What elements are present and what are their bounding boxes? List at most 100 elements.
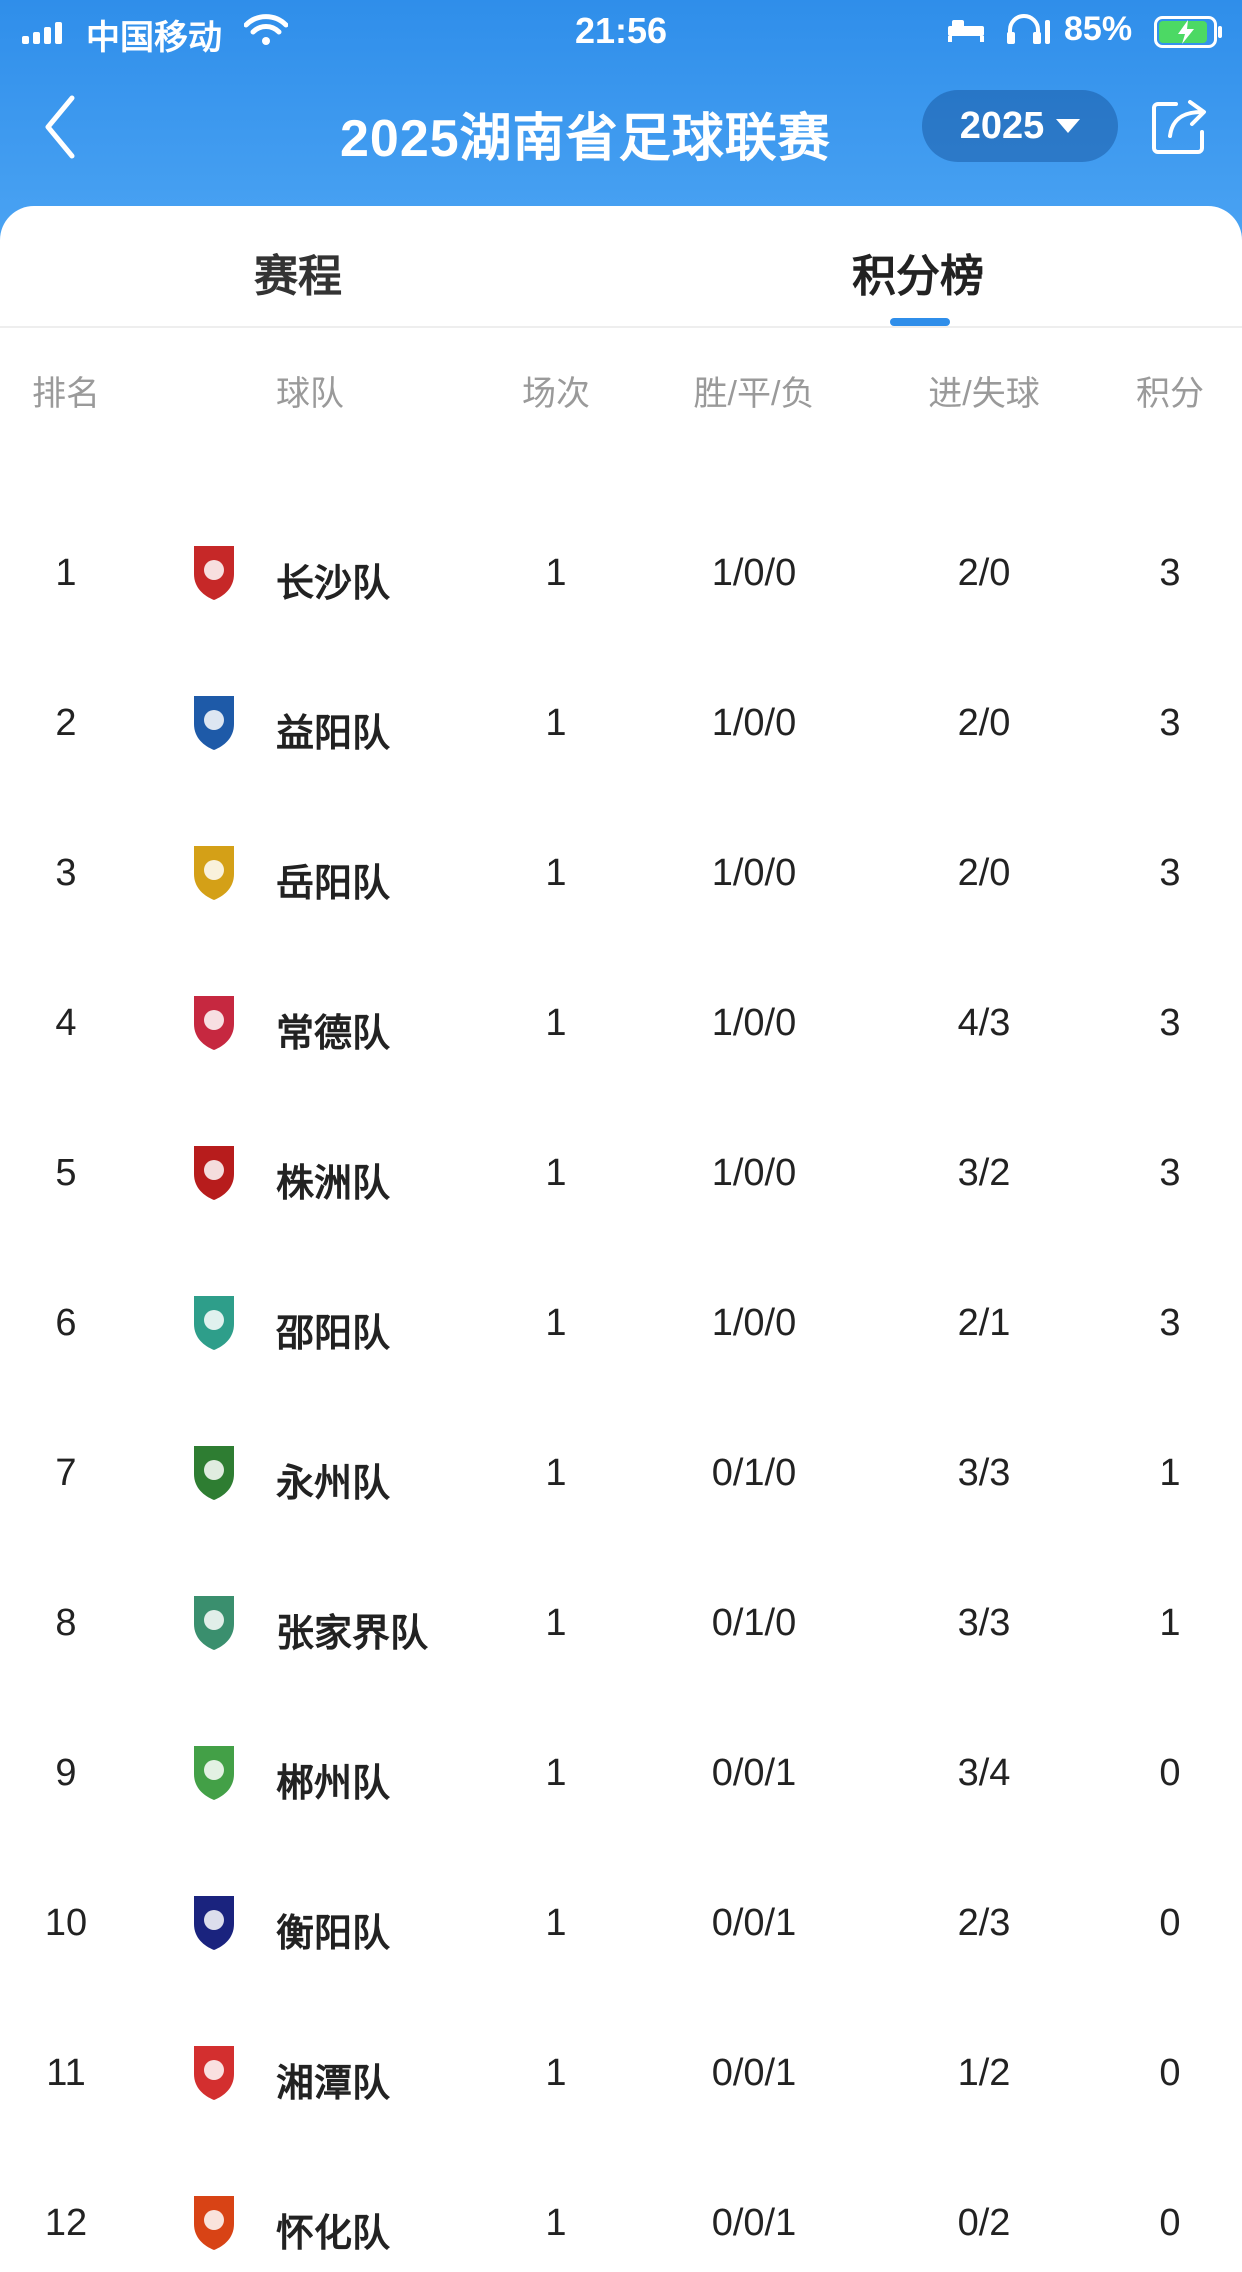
points-cell: 3 bbox=[1159, 1152, 1181, 1194]
played-cell: 1 bbox=[545, 1902, 567, 1944]
table-row[interactable]: 1 长沙队 1 1/0/0 2/0 3 bbox=[0, 522, 1242, 622]
rank-cell: 7 bbox=[55, 1452, 77, 1494]
caret-down-icon bbox=[1056, 119, 1081, 133]
goals-cell: 2/0 bbox=[957, 552, 1011, 594]
carrier-label: 中国移动 bbox=[86, 19, 222, 57]
table-row[interactable]: 3 岳阳队 1 1/0/0 2/0 3 bbox=[0, 822, 1242, 922]
team-name: 益阳队 bbox=[276, 713, 391, 755]
played-cell: 1 bbox=[545, 1602, 567, 1644]
header-goals: 进/失球 bbox=[928, 375, 1040, 413]
goals-cell: 1/2 bbox=[957, 2052, 1011, 2094]
played-cell: 1 bbox=[545, 2202, 567, 2244]
table-row[interactable]: 5 株洲队 1 1/0/0 3/2 3 bbox=[0, 1122, 1242, 1222]
header-rank: 排名 bbox=[32, 375, 100, 413]
wdl-cell: 0/1/0 bbox=[711, 1602, 797, 1644]
team-logo-icon bbox=[194, 1896, 234, 1950]
wdl-cell: 0/0/1 bbox=[711, 2052, 797, 2094]
team-logo-icon bbox=[194, 696, 234, 750]
headphone-icon bbox=[1007, 14, 1050, 44]
rank-cell: 8 bbox=[55, 1602, 77, 1644]
rank-cell: 10 bbox=[44, 1902, 88, 1944]
rank-cell: 9 bbox=[55, 1752, 77, 1794]
share-icon[interactable] bbox=[1150, 98, 1208, 156]
wdl-cell: 1/0/0 bbox=[711, 1302, 797, 1344]
wdl-cell: 1/0/0 bbox=[711, 552, 797, 594]
team-name: 常德队 bbox=[276, 1013, 391, 1055]
points-cell: 0 bbox=[1159, 2052, 1181, 2094]
goals-cell: 0/2 bbox=[957, 2202, 1011, 2244]
points-cell: 1 bbox=[1159, 1602, 1181, 1644]
rank-cell: 6 bbox=[55, 1302, 77, 1344]
team-name: 株洲队 bbox=[276, 1163, 391, 1205]
team-logo-icon bbox=[194, 1146, 234, 1200]
points-cell: 3 bbox=[1159, 852, 1181, 894]
team-logo-icon bbox=[194, 2046, 234, 2100]
battery-percentage: 85% bbox=[1064, 10, 1133, 48]
tab-schedule[interactable]: 赛程 bbox=[254, 252, 342, 301]
table-row[interactable]: 6 邵阳队 1 1/0/0 2/1 3 bbox=[0, 1272, 1242, 1372]
wifi-icon bbox=[244, 14, 288, 45]
page-title: 2025湖南省足球联赛 bbox=[340, 110, 831, 168]
table-row[interactable]: 11 湘潭队 1 0/0/1 1/2 0 bbox=[0, 2022, 1242, 2122]
team-name: 衡阳队 bbox=[276, 1913, 391, 1955]
table-row[interactable]: 2 益阳队 1 1/0/0 2/0 3 bbox=[0, 672, 1242, 772]
clock: 21:56 bbox=[574, 10, 668, 51]
table-row[interactable]: 12 怀化队 1 0/0/1 0/2 0 bbox=[0, 2172, 1242, 2272]
signal-icon bbox=[22, 20, 62, 44]
played-cell: 1 bbox=[545, 702, 567, 744]
rank-cell: 5 bbox=[55, 1152, 77, 1194]
team-logo-icon bbox=[194, 1596, 234, 1650]
status-bar: 中国移动 21:56 85% bbox=[0, 0, 1242, 62]
table-row[interactable]: 4 常德队 1 1/0/0 4/3 3 bbox=[0, 972, 1242, 1072]
points-cell: 0 bbox=[1159, 1752, 1181, 1794]
table-row[interactable]: 8 张家界队 1 0/1/0 3/3 1 bbox=[0, 1572, 1242, 1672]
wdl-cell: 0/0/1 bbox=[711, 1752, 797, 1794]
wdl-cell: 0/0/1 bbox=[711, 1902, 797, 1944]
team-name: 张家界队 bbox=[276, 1613, 429, 1655]
header-team: 球队 bbox=[276, 375, 344, 413]
team-logo-icon bbox=[194, 1746, 234, 1800]
goals-cell: 2/0 bbox=[957, 702, 1011, 744]
wdl-cell: 0/0/1 bbox=[711, 2202, 797, 2244]
team-logo-icon bbox=[194, 2196, 234, 2250]
table-row[interactable]: 9 郴州队 1 0/0/1 3/4 0 bbox=[0, 1722, 1242, 1822]
played-cell: 1 bbox=[545, 552, 567, 594]
played-cell: 1 bbox=[545, 1302, 567, 1344]
points-cell: 3 bbox=[1159, 552, 1181, 594]
points-cell: 3 bbox=[1159, 702, 1181, 744]
header-wdl: 胜/平/负 bbox=[693, 375, 815, 413]
wdl-cell: 1/0/0 bbox=[711, 1152, 797, 1194]
table-row[interactable]: 10 衡阳队 1 0/0/1 2/3 0 bbox=[0, 1872, 1242, 1972]
rank-cell: 11 bbox=[46, 2052, 86, 2094]
back-arrow-icon[interactable] bbox=[40, 92, 80, 162]
team-name: 郴州队 bbox=[276, 1763, 391, 1805]
points-cell: 3 bbox=[1159, 1002, 1181, 1044]
team-logo-icon bbox=[194, 1296, 234, 1350]
goals-cell: 4/3 bbox=[957, 1002, 1011, 1044]
year-selector[interactable]: 2025 bbox=[922, 90, 1118, 162]
points-cell: 0 bbox=[1159, 2202, 1181, 2244]
rank-cell: 12 bbox=[44, 2202, 88, 2244]
goals-cell: 3/3 bbox=[957, 1602, 1011, 1644]
header-played: 场次 bbox=[522, 375, 590, 413]
team-name: 长沙队 bbox=[276, 563, 391, 605]
wdl-cell: 1/0/0 bbox=[711, 702, 797, 744]
wdl-cell: 0/1/0 bbox=[711, 1452, 797, 1494]
content-card: 赛程 积分榜 排名 球队 场次 胜/平/负 进/失球 积分 1 长沙队 1 1/0/0… bbox=[0, 206, 1242, 2255]
team-name: 邵阳队 bbox=[276, 1313, 391, 1355]
team-logo-icon bbox=[194, 996, 234, 1050]
team-name: 岳阳队 bbox=[276, 863, 391, 905]
table-row[interactable]: 7 永州队 1 0/1/0 3/3 1 bbox=[0, 1422, 1242, 1522]
year-selector-label: 2025 bbox=[959, 104, 1045, 147]
goals-cell: 3/2 bbox=[957, 1152, 1011, 1194]
wdl-cell: 1/0/0 bbox=[711, 852, 797, 894]
played-cell: 1 bbox=[545, 2052, 567, 2094]
points-cell: 0 bbox=[1159, 1902, 1181, 1944]
team-logo-icon bbox=[194, 1446, 234, 1500]
goals-cell: 2/0 bbox=[957, 852, 1011, 894]
active-tab-indicator bbox=[890, 318, 950, 326]
tab-standings[interactable]: 积分榜 bbox=[852, 252, 984, 301]
battery-charging-icon bbox=[1154, 16, 1222, 48]
goals-cell: 3/3 bbox=[957, 1452, 1011, 1494]
rank-cell: 2 bbox=[55, 702, 77, 744]
